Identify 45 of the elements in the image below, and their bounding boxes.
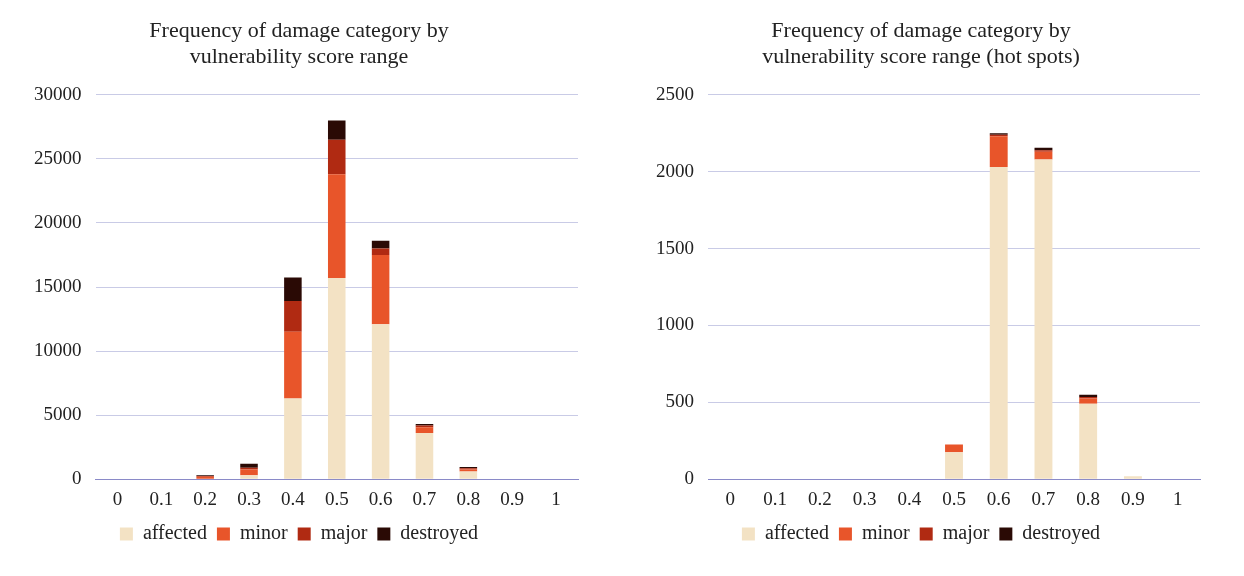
x-tick-label: 0.8 xyxy=(456,487,481,509)
x-tick-label: 0.6 xyxy=(368,487,393,509)
legend-label: minor xyxy=(861,521,911,544)
x-tick-label: 0.8 xyxy=(1076,487,1101,509)
x-tick-label: 0.5 xyxy=(324,487,349,509)
x-tick-label: 0.3 xyxy=(237,487,261,509)
x-tick-label: 0.9 xyxy=(500,487,525,509)
y-tick-label: 500 xyxy=(665,390,694,412)
x-tick-label: 1 xyxy=(1172,487,1183,509)
y-tick-label: 0 xyxy=(72,467,82,489)
y-tick-label: 10000 xyxy=(34,339,82,361)
legend-label: major xyxy=(320,521,368,545)
x-tick-label: 0.1 xyxy=(149,487,174,509)
y-tick-label: 25000 xyxy=(34,146,82,168)
x-tick-label: 0.4 xyxy=(897,487,922,509)
x-tick-label: 0.6 xyxy=(986,487,1011,509)
legend-label: minor xyxy=(239,521,289,544)
chart-title: Frequency of damage category by vulnerability score range xyxy=(149,16,449,69)
legend-label: affected xyxy=(764,521,829,544)
y-tick-label: 20000 xyxy=(34,210,82,232)
y-tick-label: 1500 xyxy=(656,236,694,258)
y-tick-label: 30000 xyxy=(34,82,82,104)
legend-label: affected xyxy=(142,521,207,544)
x-tick-label: 0.1 xyxy=(763,487,787,509)
y-tick-label: 0 xyxy=(684,467,694,489)
y-tick-label: 15000 xyxy=(34,274,82,296)
x-tick-label: 0.2 xyxy=(807,487,832,509)
x-tick-label: 0.9 xyxy=(1121,487,1145,509)
y-tick-label: 2000 xyxy=(656,159,694,181)
x-tick-label: 0.7 xyxy=(1031,487,1056,509)
y-tick-label: 2500 xyxy=(656,82,694,104)
x-tick-label: 0.4 xyxy=(281,487,306,509)
x-tick-label: 0 xyxy=(112,487,123,509)
x-tick-label: 0.5 xyxy=(942,487,966,509)
x-tick-label: 0 xyxy=(725,487,736,509)
x-tick-label: 0.7 xyxy=(412,487,437,509)
x-tick-label: 0.2 xyxy=(193,487,218,509)
chart-title: Frequency of damage category by vulnerability score range (hot spots) xyxy=(762,16,1080,69)
y-tick-label: 5000 xyxy=(43,403,82,425)
y-tick-label: 1000 xyxy=(656,313,694,335)
legend-label: major xyxy=(942,521,990,545)
x-tick-label: 0.3 xyxy=(852,487,877,509)
x-tick-label: 1 xyxy=(551,487,561,509)
legend-label: destroyed xyxy=(400,521,479,545)
legend-label: destroyed xyxy=(1022,521,1101,545)
